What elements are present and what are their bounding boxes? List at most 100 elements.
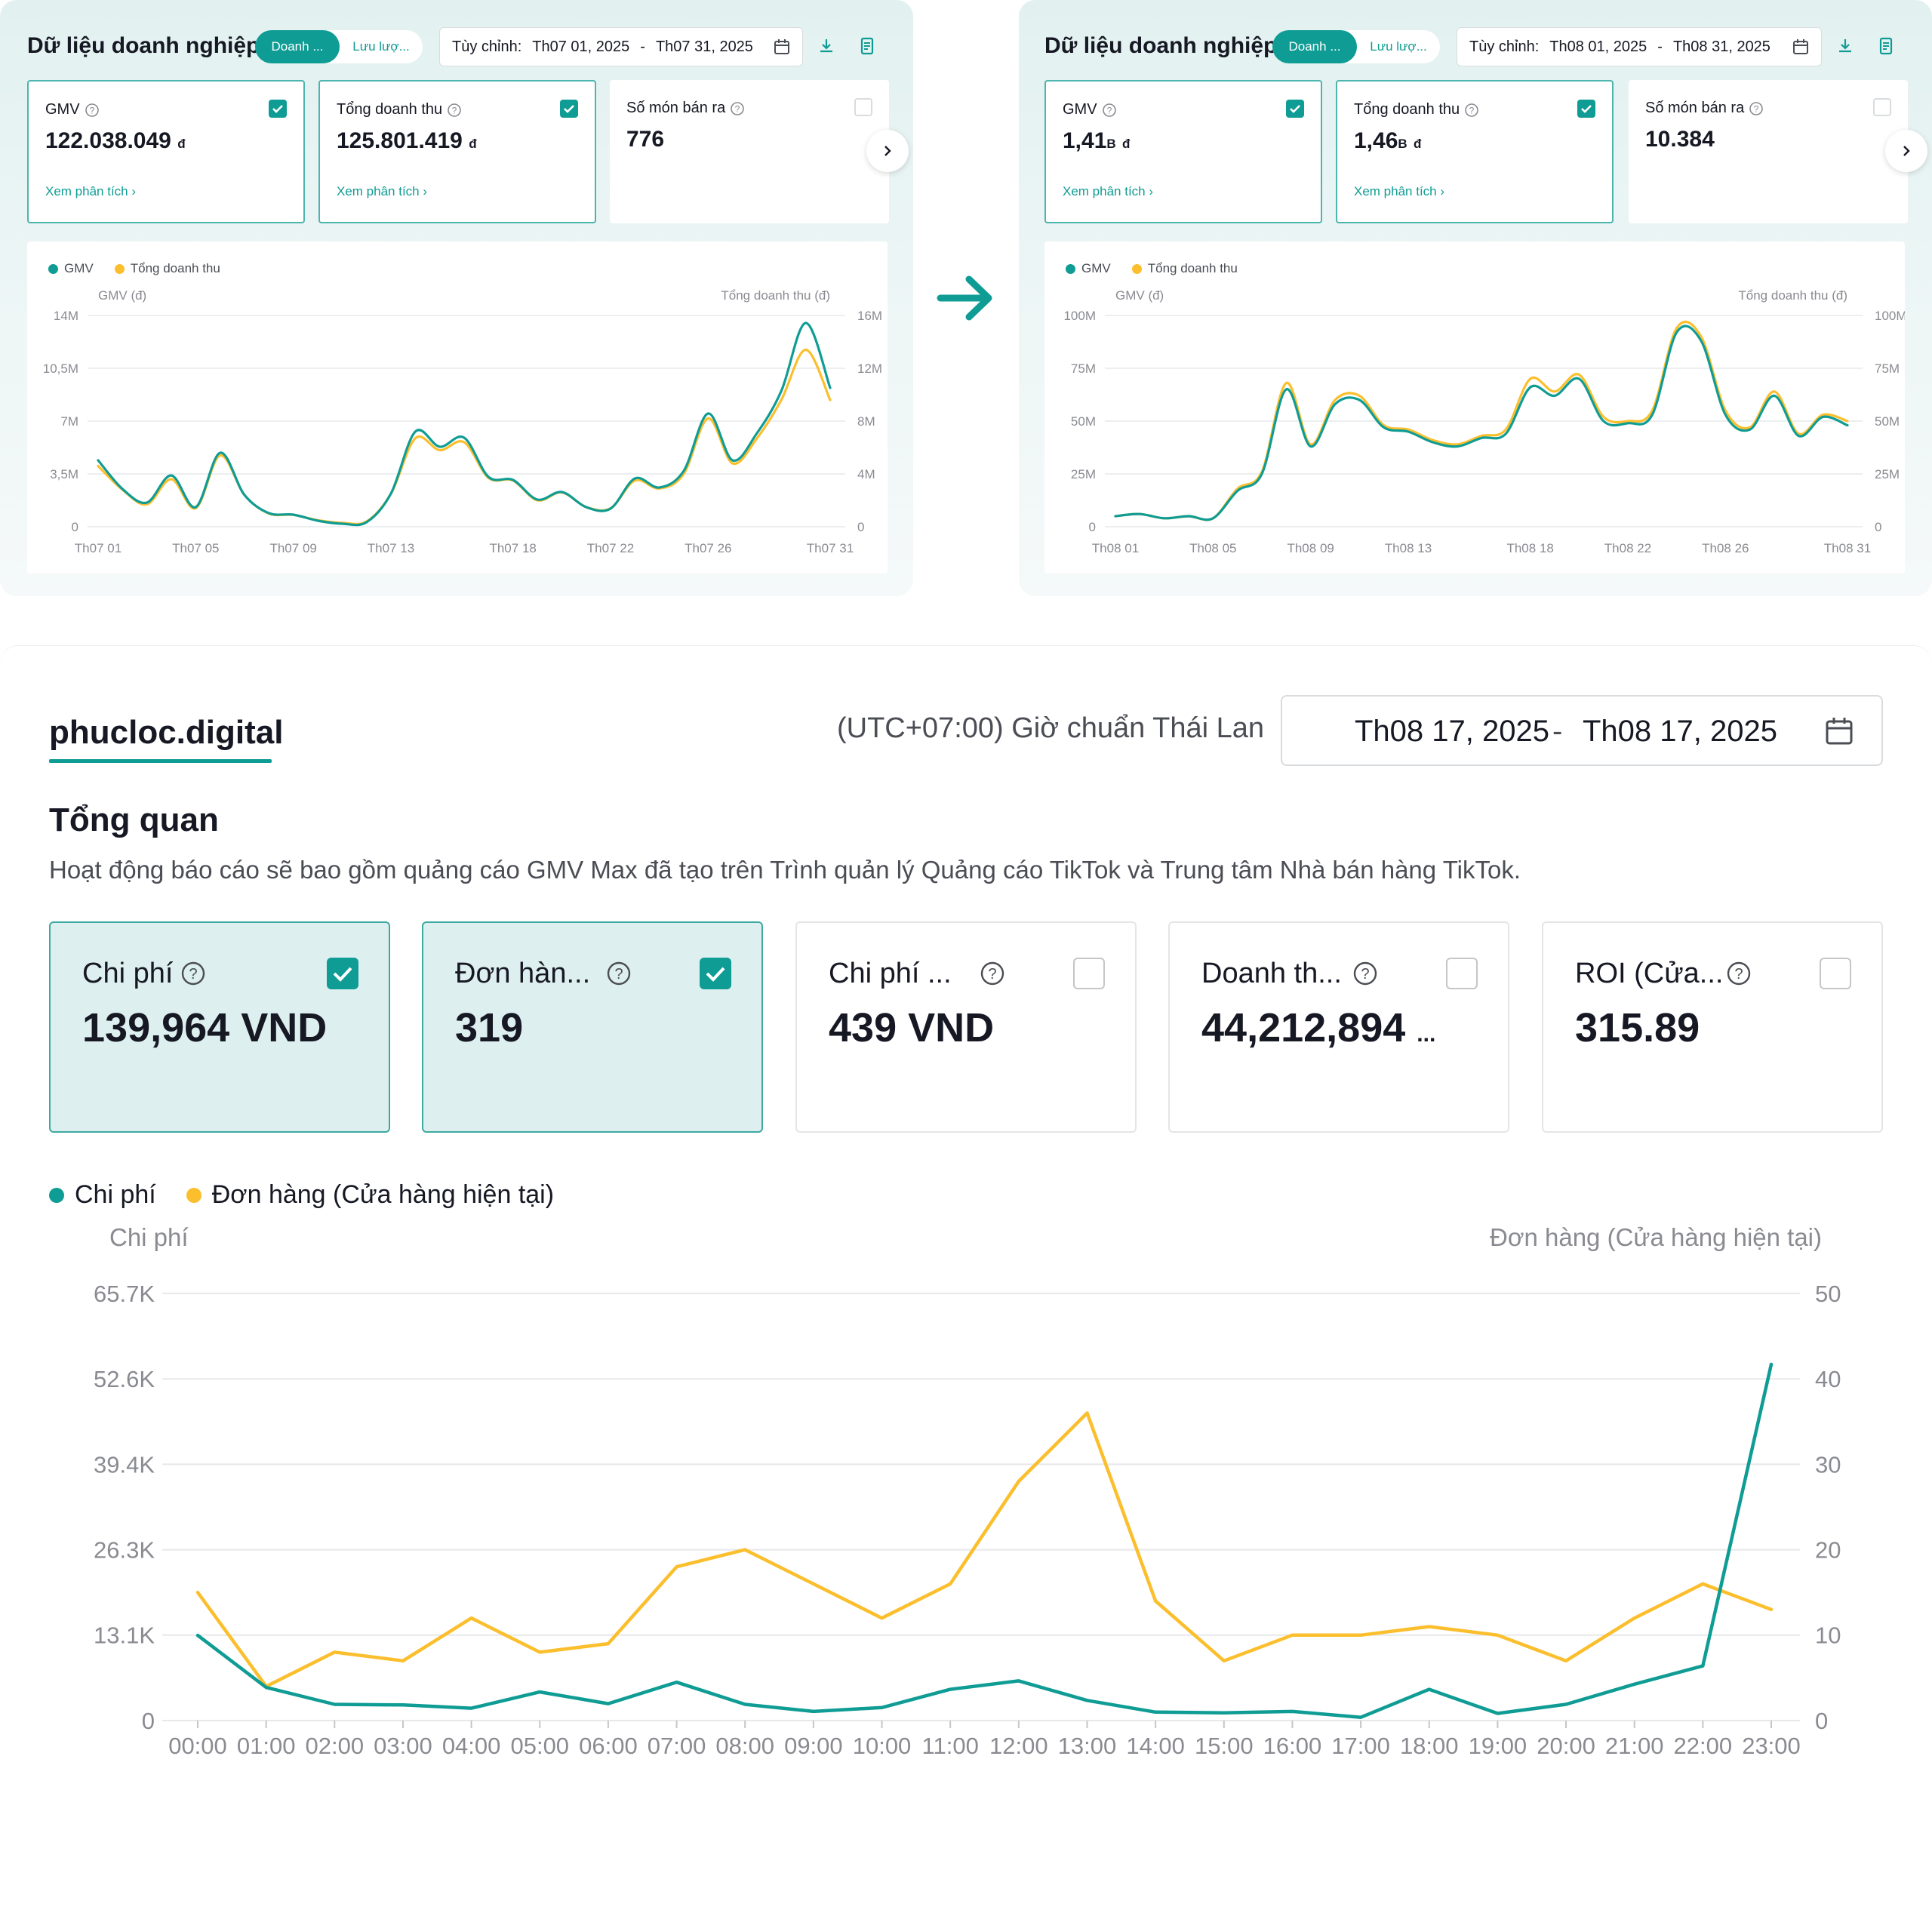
active-tab-indicator [49,759,272,763]
x-tick-label: Th08 31 [1824,541,1871,555]
toggle-revenue[interactable]: Doanh ... [255,30,340,63]
date-range-picker[interactable]: Tùy chỉnh: Th07 01, 2025 - Th07 31, 2025 [439,27,803,66]
left-axis-title: Chi phí [109,1223,189,1251]
panel-title: Dữ liệu doanh nghiệp [27,33,260,58]
shop-tab[interactable]: phucloc.digital [49,714,284,751]
line-chart-august: 0 0 25M 25M 50M 50M 75M 75M 100M 100M Th08 01 Th08 … [1063,309,1905,555]
x-tick-label: 06:00 [579,1733,638,1759]
metric-card-roi[interactable]: ROI (Cửa... ? 315.89 [1542,921,1883,1133]
kpi-checkbox[interactable] [1873,98,1891,116]
x-tick-label: 22:00 [1674,1733,1733,1759]
legend-item-revenue[interactable]: Tổng doanh thu [1131,261,1238,276]
svg-text:?: ? [1734,966,1743,983]
y-tick-label-left: 0 [72,520,78,534]
y-tick-label-left: 14M [54,309,78,323]
kpi-card-total-revenue[interactable]: Tổng doanh thu? 125.801.419 đ Xem phân t… [318,80,596,223]
kpi-label: GMV? [1063,101,1117,118]
x-tick-label: 12:00 [989,1733,1048,1759]
svg-text:?: ? [1361,966,1369,983]
kpi-label: GMV? [45,101,100,118]
date-range-picker[interactable]: Th08 17, 2025 - Th08 17, 2025 [1281,695,1883,766]
svg-text:?: ? [189,966,197,983]
kpi-checkbox[interactable] [1577,100,1595,118]
kpi-value: 125.801.419 đ [337,128,477,153]
report-icon[interactable] [857,36,877,56]
x-tick-label: Th08 05 [1189,541,1236,555]
kpi-card-gmv[interactable]: GMV? 122.038.049 đ Xem phân tích › [27,80,305,223]
metric-checkbox[interactable] [1446,958,1478,989]
series-line-secondary [195,1411,1774,1688]
legend-item-gmv[interactable]: GMV [1066,261,1111,276]
y-tick-label-right: 50M [1875,414,1900,429]
metric-toggle[interactable]: Doanh ... Lưu lượ... [255,30,423,63]
metric-checkbox[interactable] [327,958,358,989]
toggle-traffic[interactable]: Lưu lượ... [1370,39,1427,54]
download-icon[interactable] [817,36,836,56]
view-analysis-link[interactable]: Xem phân tích › [337,184,428,198]
help-icon: ? [448,103,461,117]
kpi-card-items-sold[interactable]: Số món bán ra? 10.384 [1629,80,1908,223]
metric-value: 439 VND [829,1005,995,1050]
trend-chart-card: GMV Tổng doanh thu GMV (đ) Tổng doanh th… [27,241,888,574]
date-start: Th08 01, 2025 [1549,38,1647,55]
series-line-primary [1114,324,1849,521]
legend-item-revenue[interactable]: Tổng doanh thu [114,261,220,276]
date-range-picker[interactable]: Tùy chỉnh: Th08 01, 2025 - Th08 31, 2025 [1457,27,1822,66]
kpi-label: Số món bán ra? [626,100,745,117]
kpi-card-total-revenue[interactable]: Tổng doanh thu? 1,46B đ Xem phân tích › [1336,80,1614,223]
line-chart-july: 0 0 3,5M 4M 7M 8M 10,5M 12M 14M 16M Th07 01 Th07 05… [43,309,882,555]
view-analysis-link[interactable]: Xem phân tích › [1354,184,1445,198]
metric-card-revenue[interactable]: Doanh th... ? 44,212,894 ... [1168,921,1509,1133]
toggle-traffic[interactable]: Lưu lượ... [352,39,410,54]
metric-checkbox[interactable] [1820,958,1851,989]
y-tick-label-right: 4M [857,467,875,481]
x-tick-label: 02:00 [306,1733,365,1759]
kpi-checkbox[interactable] [1286,100,1304,118]
metric-card-cost[interactable]: Chi phí ? 139,964 VND [49,921,390,1133]
kpi-label: Số món bán ra? [1645,100,1764,117]
x-tick-label: Th07 09 [269,541,316,555]
legend-item-cost[interactable]: Chi phí [49,1180,156,1210]
chevron-right-icon [884,146,891,156]
kpi-label: Tổng doanh thu? [1354,101,1479,118]
download-icon[interactable] [1835,36,1855,56]
metric-card-orders[interactable]: Đơn hàn... ? 319 [422,921,763,1133]
legend-item-gmv[interactable]: GMV [48,261,94,276]
help-icon: ? [1749,101,1764,115]
help-icon: ? [731,101,745,115]
view-analysis-link[interactable]: Xem phân tích › [1063,184,1154,198]
x-tick-label: 15:00 [1195,1733,1254,1759]
calendar-icon [1793,39,1808,54]
next-kpi-button[interactable] [866,130,909,172]
report-icon[interactable] [1876,36,1896,56]
date-separator: - [1657,38,1663,55]
kpi-value: 1,41B đ [1063,128,1131,153]
y-tick-label-right: 0 [1875,520,1881,534]
x-tick-label: 14:00 [1126,1733,1185,1759]
kpi-checkbox[interactable] [269,100,287,118]
x-tick-label: 07:00 [648,1733,706,1759]
next-kpi-button[interactable] [1885,130,1927,172]
metric-checkbox[interactable] [1073,958,1105,989]
x-tick-label: 00:00 [168,1733,227,1759]
kpi-checkbox[interactable] [560,100,578,118]
kpi-checkbox[interactable] [854,98,872,116]
toggle-revenue[interactable]: Doanh ... [1272,30,1357,63]
y-tick-label-left: 10,5M [43,361,78,376]
calendar-icon [774,39,789,54]
y-tick-label-left: 0 [1089,520,1096,534]
metric-card-cost-per-order[interactable]: Chi phí ... ? 439 VND [795,921,1137,1133]
trend-chart-card: GMV Tổng doanh thu GMV (đ) Tổng doanh th… [1044,241,1905,574]
x-tick-label: 03:00 [374,1733,432,1759]
kpi-card-gmv[interactable]: GMV? 1,41B đ Xem phân tích › [1044,80,1322,223]
kpi-card-items-sold[interactable]: Số món bán ra? 776 [610,80,889,223]
right-axis-title: Tổng doanh thu (đ) [1738,288,1847,303]
date-end: Th08 31, 2025 [1672,38,1770,55]
x-tick-label: 09:00 [784,1733,843,1759]
y-tick-label-right: 0 [1815,1708,1828,1734]
help-icon: ? [980,961,1004,986]
view-analysis-link[interactable]: Xem phân tích › [45,184,137,198]
legend-item-orders[interactable]: Đơn hàng (Cửa hàng hiện tại) [186,1180,554,1210]
metric-toggle[interactable]: Doanh ... Lưu lượ... [1272,30,1440,63]
metric-checkbox[interactable] [700,958,731,989]
